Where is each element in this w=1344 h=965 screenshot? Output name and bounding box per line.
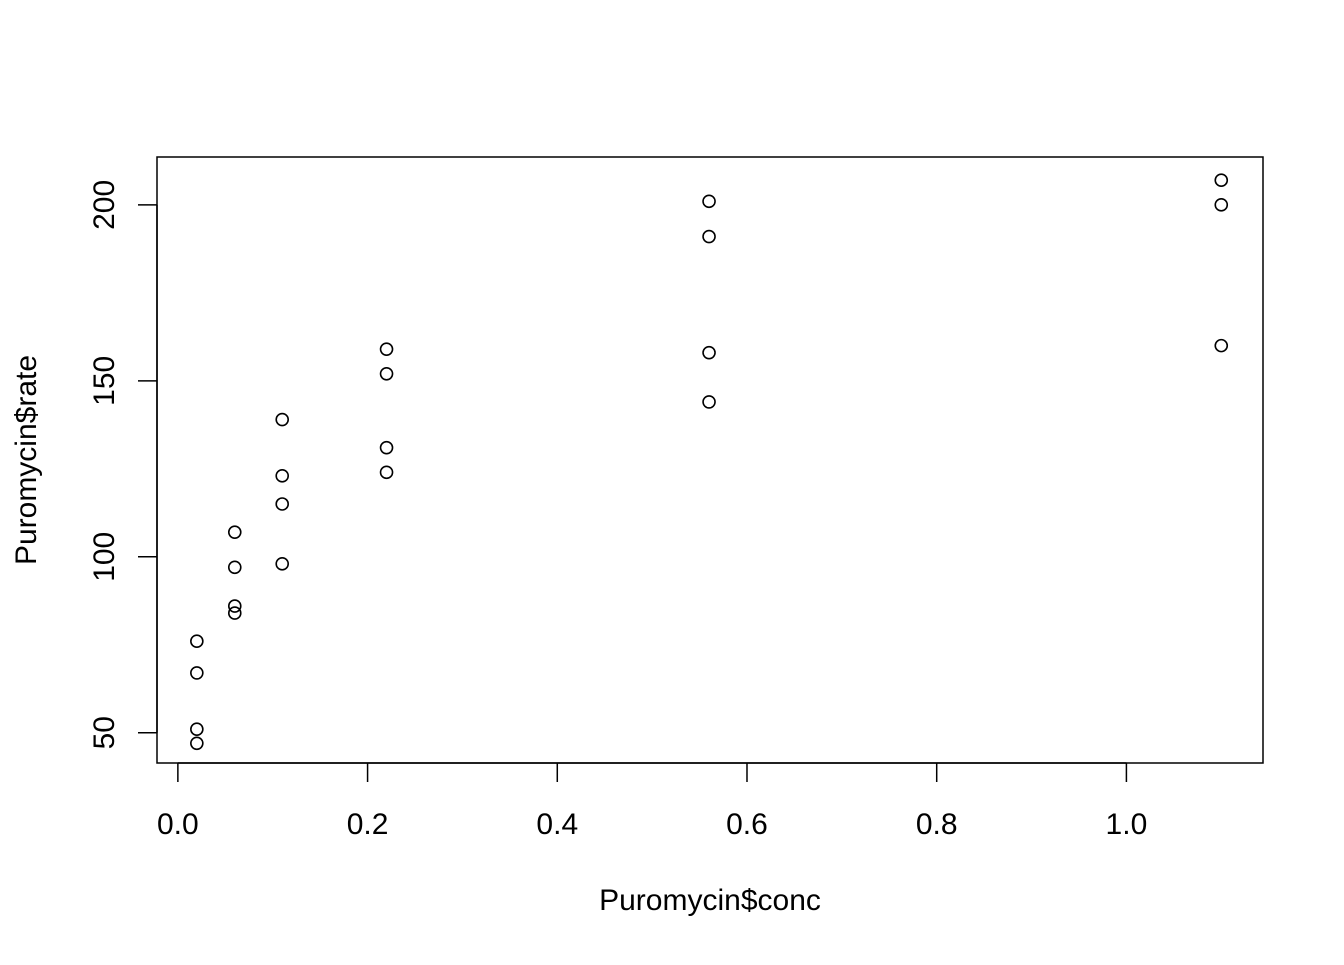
x-tick-label: 0.0 xyxy=(157,808,199,841)
data-point xyxy=(190,736,204,751)
plot-frame xyxy=(156,156,1264,764)
y-axis-label: Puromycin$rate xyxy=(10,355,43,565)
data-point xyxy=(1214,338,1229,353)
data-point xyxy=(702,345,716,360)
x-axis: 0.0 0.2 0.4 0.6 0.8 1.0 xyxy=(157,762,1148,841)
data-point xyxy=(227,599,242,613)
data-point xyxy=(190,722,204,737)
y-tick-label: 200 xyxy=(88,180,121,230)
data-point xyxy=(1214,173,1229,188)
data-point xyxy=(275,412,290,427)
x-tick-label: 0.8 xyxy=(916,808,958,841)
y-axis: 50 100 150 200 xyxy=(88,180,158,749)
data-point xyxy=(227,606,242,620)
data-point xyxy=(702,229,716,244)
y-tick-label: 50 xyxy=(88,716,121,749)
data-point xyxy=(379,342,394,356)
data-point xyxy=(275,557,290,571)
data-point xyxy=(190,666,204,680)
data-point xyxy=(379,440,394,455)
y-tick-label: 100 xyxy=(88,532,121,582)
data-points xyxy=(190,173,1229,751)
data-point xyxy=(702,395,716,409)
data-point xyxy=(379,465,394,480)
data-point xyxy=(702,194,716,209)
data-point xyxy=(275,497,290,511)
data-point xyxy=(227,560,242,575)
data-point xyxy=(275,469,290,483)
data-point xyxy=(227,525,242,539)
y-tick-label: 150 xyxy=(88,356,121,406)
x-axis-label: Puromycin$conc xyxy=(599,884,821,917)
x-tick-label: 0.4 xyxy=(536,808,578,841)
data-point xyxy=(379,366,394,381)
data-point xyxy=(1214,198,1229,212)
x-tick-label: 0.2 xyxy=(347,808,389,841)
x-tick-label: 1.0 xyxy=(1106,808,1148,841)
data-point xyxy=(190,634,204,649)
x-tick-label: 0.6 xyxy=(726,808,768,841)
